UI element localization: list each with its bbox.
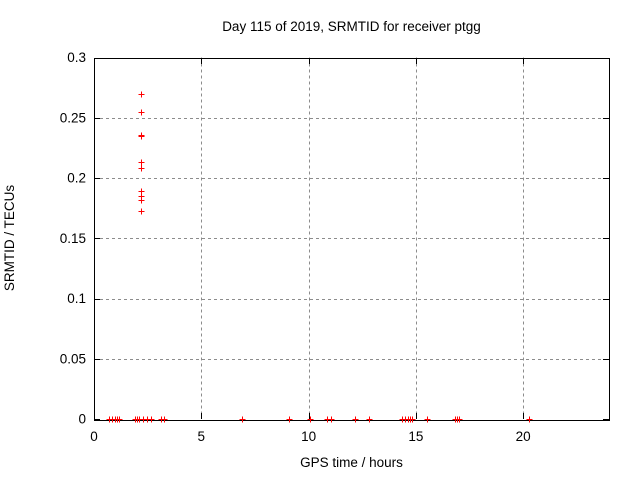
plot-border (94, 58, 610, 421)
y-tick-label: 0.15 (60, 231, 86, 246)
x-tick-label: 10 (301, 429, 316, 444)
plot-border-and-ticks (94, 58, 610, 421)
x-tick-label: 15 (408, 429, 423, 444)
y-tick-label: 0 (78, 412, 86, 427)
x-tick-label: 0 (90, 429, 98, 444)
y-tick-label: 0.25 (60, 110, 86, 125)
y-tick-labels: 0 0.05 0.1 0.15 0.2 0.25 0.3 (60, 50, 86, 427)
grid-lines (94, 57, 609, 419)
y-tick-label: 0.3 (67, 50, 86, 65)
y-axis-label: SRMTID / TECUs (2, 185, 17, 292)
x-tick-label: 20 (516, 429, 531, 444)
chart-title: Day 115 of 2019, SRMTID for receiver ptg… (222, 19, 481, 34)
x-axis-label: GPS time / hours (300, 455, 403, 470)
y-tick-label: 0.2 (67, 171, 86, 186)
y-tick-label: 0.05 (60, 351, 86, 366)
y-tick-label: 0.1 (67, 291, 86, 306)
x-tick-labels: 0 5 10 15 20 (90, 429, 530, 444)
data-points (106, 91, 533, 423)
x-tick-label: 5 (198, 429, 206, 444)
